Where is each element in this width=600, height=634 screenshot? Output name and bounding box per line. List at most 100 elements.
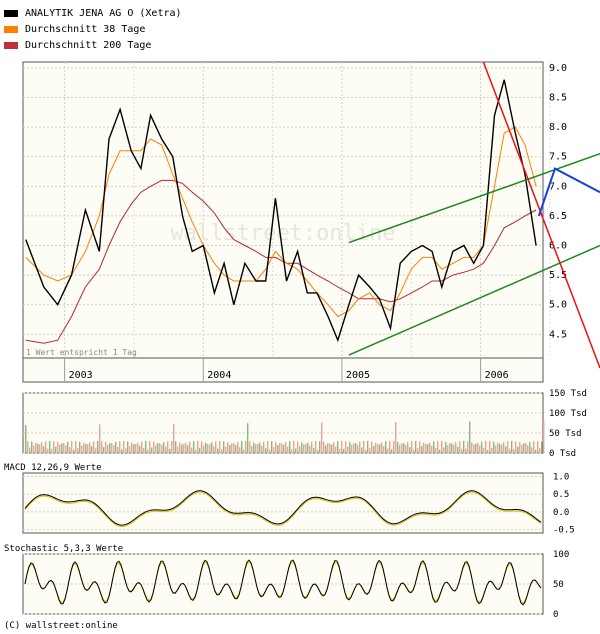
volume-bar <box>181 444 183 453</box>
volume-bar <box>101 441 103 453</box>
stoch-y-axis: 100 50 0 <box>553 550 569 620</box>
volume-bar <box>499 443 501 453</box>
volume-bar <box>81 445 83 453</box>
volume-bar <box>265 448 267 453</box>
volume-bar <box>153 441 155 453</box>
volume-bar <box>273 447 275 453</box>
volume-bar <box>231 443 233 453</box>
legend-item-ma38: Durchschnitt 38 Tage <box>4 22 145 36</box>
volume-bar <box>227 442 229 453</box>
volume-bar <box>467 441 469 453</box>
volume-bar <box>469 421 471 453</box>
volume-bar <box>501 444 503 453</box>
volume-bar <box>431 445 433 453</box>
volume-bar <box>55 446 57 453</box>
macd-y-axis: 1.0 0.5 0.0 -0.5 <box>553 473 575 536</box>
y-tick-label: 0.5 <box>553 490 569 500</box>
volume-bar <box>115 441 117 453</box>
volume-bar <box>465 448 467 453</box>
volume-bar <box>535 449 537 453</box>
volume-bar <box>87 444 89 453</box>
volume-bar <box>427 443 429 453</box>
volume-bar <box>287 446 289 453</box>
volume-bar <box>59 444 61 453</box>
volume-bar <box>67 441 69 453</box>
volume-bar <box>401 443 403 453</box>
volume-bar <box>543 420 545 453</box>
volume-bar <box>247 423 249 453</box>
volume-bar <box>429 442 431 453</box>
volume-bar <box>35 442 37 453</box>
volume-bar <box>527 445 529 453</box>
volume-bar <box>289 441 291 453</box>
volume-bar <box>509 448 511 453</box>
volume-bar <box>515 441 517 453</box>
volume-bar <box>277 445 279 453</box>
volume-bar <box>505 446 507 453</box>
volume-bar <box>43 446 45 453</box>
volume-bar <box>349 442 351 453</box>
volume-bar <box>279 443 281 453</box>
volume-bar <box>25 425 27 453</box>
volume-bar <box>245 441 247 453</box>
volume-bar <box>39 444 41 453</box>
volume-bar <box>411 441 413 453</box>
y-tick-label: 1.0 <box>553 473 569 483</box>
volume-bar <box>439 449 441 453</box>
volume-bar <box>133 444 135 453</box>
volume-bar <box>33 445 35 453</box>
volume-bar <box>485 441 487 453</box>
volume-bar <box>311 441 313 453</box>
volume-bar <box>313 447 315 453</box>
volume-bar <box>249 441 251 453</box>
volume-bar <box>97 441 99 453</box>
trendline-lower <box>348 244 600 356</box>
volume-bar <box>239 447 241 453</box>
volume-bar <box>255 444 257 453</box>
volume-bar <box>393 441 395 453</box>
volume-bar <box>31 441 33 453</box>
legend-label: ANALYTIK JENA AG O (Xetra) <box>25 7 182 19</box>
volume-bar <box>261 445 263 453</box>
volume-bar <box>191 447 193 453</box>
volume-bar <box>519 442 521 453</box>
volume-bar <box>487 449 489 453</box>
volume-bar <box>251 445 253 453</box>
volume-bar <box>335 446 337 453</box>
price-grid <box>23 62 551 358</box>
volume-bar <box>351 444 353 453</box>
volume-bar <box>315 441 317 453</box>
volume-bar <box>193 441 195 453</box>
volume-bar <box>325 445 327 453</box>
volume-bar <box>119 441 121 453</box>
volume-bar <box>443 447 445 453</box>
volume-bar <box>511 441 513 453</box>
volume-bar <box>205 442 207 453</box>
volume-bar <box>157 442 159 453</box>
price-y-axis: 4.5 5.0 5.5 6.0 6.5 7.0 7.5 8.0 8.5 9.0 <box>549 63 567 340</box>
volume-bar <box>331 444 333 453</box>
volume-bar <box>159 443 161 453</box>
volume-bar <box>29 447 31 453</box>
volume-bar <box>321 422 323 453</box>
volume-bar <box>113 444 115 453</box>
volume-bar <box>399 444 401 453</box>
volume-bar <box>523 443 525 453</box>
volume-bar <box>423 442 425 453</box>
volume-bar <box>139 445 141 453</box>
volume-bar <box>117 447 119 453</box>
legend-label: Durchschnitt 200 Tage <box>25 39 152 51</box>
volume-bar <box>437 441 439 453</box>
volume-bar <box>71 441 73 453</box>
volume-bar <box>383 446 385 453</box>
volume-bar <box>271 441 273 453</box>
volume-bar <box>125 448 127 453</box>
y-tick-label: 0 <box>553 610 558 620</box>
volume-bar <box>357 445 359 453</box>
volume-bar <box>75 441 77 453</box>
volume-bar <box>309 445 311 453</box>
price-series-group <box>25 79 537 344</box>
volume-bar <box>319 441 321 453</box>
volume-bar <box>237 441 239 453</box>
volume-bar <box>419 441 421 453</box>
